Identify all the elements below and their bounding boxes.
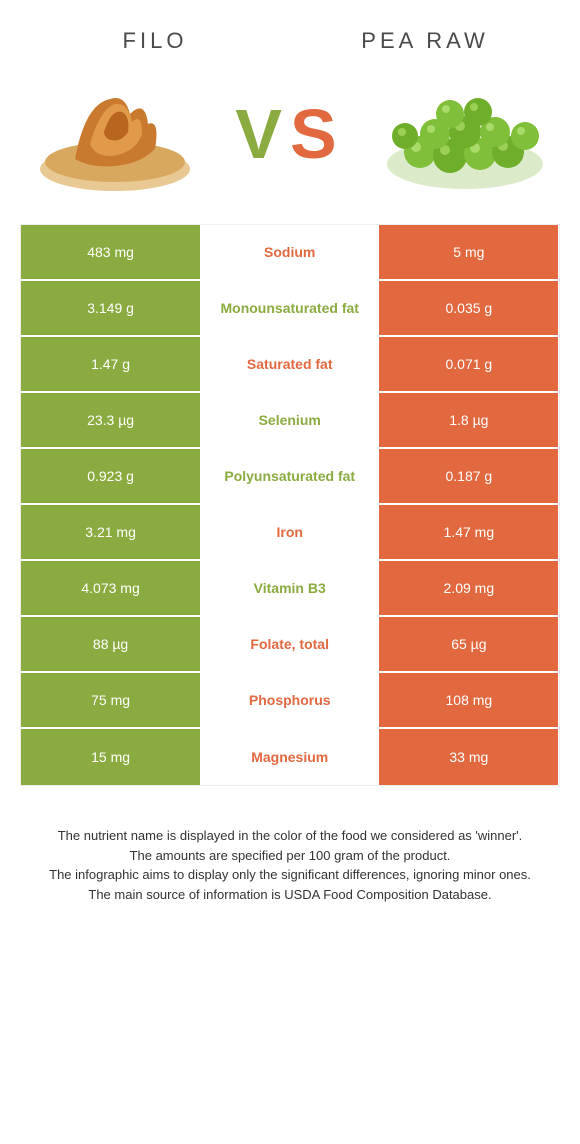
left-value-cell: 88 µg xyxy=(21,617,200,671)
vs-s-letter: S xyxy=(290,95,345,173)
filo-image xyxy=(30,74,200,194)
right-value-cell: 5 mg xyxy=(379,225,558,279)
table-row: 15 mgMagnesium33 mg xyxy=(21,729,559,785)
right-value-cell: 65 µg xyxy=(379,617,558,671)
header: Filo Pea raw xyxy=(0,0,580,64)
footer-line-2: The amounts are specified per 100 gram o… xyxy=(30,846,550,866)
peas-image xyxy=(380,74,550,194)
left-value-cell: 4.073 mg xyxy=(21,561,200,615)
nutrient-label-cell: Saturated fat xyxy=(200,337,379,391)
left-value-cell: 483 mg xyxy=(21,225,200,279)
filo-icon xyxy=(30,74,200,194)
right-value-cell: 33 mg xyxy=(379,729,558,785)
nutrient-label-cell: Monounsaturated fat xyxy=(200,281,379,335)
footer-notes: The nutrient name is displayed in the co… xyxy=(0,786,580,924)
right-value-cell: 2.09 mg xyxy=(379,561,558,615)
table-row: 1.47 gSaturated fat0.071 g xyxy=(21,337,559,393)
right-food-title: Pea raw xyxy=(317,28,533,54)
nutrient-label-cell: Iron xyxy=(200,505,379,559)
nutrient-label-cell: Folate, total xyxy=(200,617,379,671)
nutrient-label-cell: Vitamin B3 xyxy=(200,561,379,615)
left-value-cell: 15 mg xyxy=(21,729,200,785)
left-food-title: Filo xyxy=(47,28,263,54)
right-value-cell: 0.035 g xyxy=(379,281,558,335)
table-row: 88 µgFolate, total65 µg xyxy=(21,617,559,673)
right-value-cell: 1.47 mg xyxy=(379,505,558,559)
right-value-cell: 1.8 µg xyxy=(379,393,558,447)
table-row: 3.21 mgIron1.47 mg xyxy=(21,505,559,561)
footer-line-4: The main source of information is USDA F… xyxy=(30,885,550,905)
table-row: 3.149 gMonounsaturated fat0.035 g xyxy=(21,281,559,337)
table-row: 75 mgPhosphorus108 mg xyxy=(21,673,559,729)
left-value-cell: 23.3 µg xyxy=(21,393,200,447)
vs-label: VS xyxy=(235,94,344,174)
left-value-cell: 1.47 g xyxy=(21,337,200,391)
left-value-cell: 75 mg xyxy=(21,673,200,727)
nutrient-label-cell: Magnesium xyxy=(200,729,379,785)
right-value-cell: 0.071 g xyxy=(379,337,558,391)
nutrient-label-cell: Sodium xyxy=(200,225,379,279)
table-row: 483 mgSodium5 mg xyxy=(21,225,559,281)
footer-line-3: The infographic aims to display only the… xyxy=(30,865,550,885)
nutrient-label-cell: Phosphorus xyxy=(200,673,379,727)
table-row: 23.3 µgSelenium1.8 µg xyxy=(21,393,559,449)
peas-icon xyxy=(380,74,550,194)
right-value-cell: 108 mg xyxy=(379,673,558,727)
table-row: 0.923 gPolyunsaturated fat0.187 g xyxy=(21,449,559,505)
right-value-cell: 0.187 g xyxy=(379,449,558,503)
nutrient-label-cell: Polyunsaturated fat xyxy=(200,449,379,503)
left-value-cell: 0.923 g xyxy=(21,449,200,503)
vs-v-letter: V xyxy=(235,95,290,173)
nutrient-table: 483 mgSodium5 mg3.149 gMonounsaturated f… xyxy=(20,224,560,786)
footer-line-1: The nutrient name is displayed in the co… xyxy=(30,826,550,846)
nutrient-label-cell: Selenium xyxy=(200,393,379,447)
table-row: 4.073 mgVitamin B32.09 mg xyxy=(21,561,559,617)
left-value-cell: 3.149 g xyxy=(21,281,200,335)
left-value-cell: 3.21 mg xyxy=(21,505,200,559)
images-row: VS xyxy=(0,64,580,224)
